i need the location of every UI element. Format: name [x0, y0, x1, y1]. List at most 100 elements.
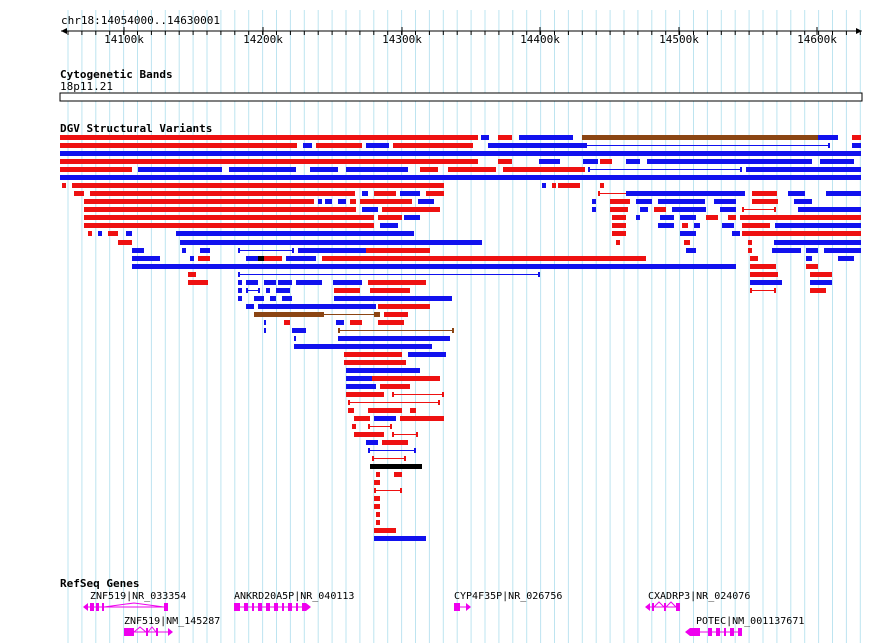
sv-linked-loss-end[interactable]	[740, 167, 742, 172]
sv-loss[interactable]	[310, 167, 338, 172]
sv-linked-gain-start[interactable]	[372, 456, 374, 461]
sv-gain[interactable]	[90, 191, 355, 196]
sv-gain[interactable]	[60, 143, 297, 148]
sv-gain[interactable]	[600, 183, 604, 188]
gene-cxadrp3-exon[interactable]	[664, 603, 666, 611]
sv-gain[interactable]	[118, 240, 132, 245]
sv-loss[interactable]	[810, 280, 832, 285]
sv-gain[interactable]	[852, 135, 861, 140]
sv-gain[interactable]	[752, 191, 777, 196]
sv-gain[interactable]	[448, 167, 496, 172]
sv-gain[interactable]	[84, 199, 314, 204]
gene-znf519-nm145287-exon[interactable]	[146, 628, 148, 636]
sv-loss[interactable]	[346, 167, 408, 172]
sv-complex[interactable]	[258, 256, 264, 261]
sv-gain[interactable]	[426, 191, 444, 196]
sv-loss[interactable]	[325, 199, 332, 204]
sv-gain[interactable]	[348, 408, 354, 413]
sv-loss[interactable]	[374, 416, 396, 421]
sv-gain[interactable]	[420, 167, 438, 172]
sv-linked-gain-end[interactable]	[404, 456, 406, 461]
sv-loss[interactable]	[806, 248, 818, 253]
sv-linked-loss-end[interactable]	[538, 272, 540, 277]
sv-gain[interactable]	[400, 416, 444, 421]
sv-loss[interactable]	[286, 256, 316, 261]
sv-loss[interactable]	[333, 280, 362, 285]
sv-loss[interactable]	[694, 223, 700, 228]
sv-loss[interactable]	[380, 223, 398, 228]
sv-linked-loss-end[interactable]	[414, 448, 416, 453]
sv-inversion[interactable]	[254, 312, 322, 317]
sv-linked-loss-end[interactable]	[292, 248, 294, 253]
sv-gain[interactable]	[380, 384, 410, 389]
gene-znf519-nr033354-exon[interactable]	[164, 603, 168, 611]
sv-loss[interactable]	[374, 536, 426, 541]
sv-gain[interactable]	[62, 183, 66, 188]
sv-gain[interactable]	[728, 215, 736, 220]
sv-gain[interactable]	[352, 424, 356, 429]
sv-gain[interactable]	[410, 408, 416, 413]
sv-gain[interactable]	[748, 248, 752, 253]
gene-ankrd20a5p-exon[interactable]	[288, 603, 292, 611]
sv-loss[interactable]	[264, 280, 276, 285]
sv-loss[interactable]	[200, 248, 210, 253]
sv-gain[interactable]	[503, 167, 585, 172]
sv-loss[interactable]	[318, 199, 322, 204]
sv-gain[interactable]	[84, 223, 374, 228]
sv-loss[interactable]	[680, 215, 696, 220]
sv-loss[interactable]	[296, 280, 322, 285]
sv-loss[interactable]	[746, 167, 861, 172]
sv-linked-gain-start[interactable]	[392, 392, 394, 397]
sv-loss[interactable]	[264, 320, 266, 325]
sv-gain[interactable]	[374, 496, 380, 501]
sv-gain[interactable]	[552, 183, 556, 188]
sv-complex[interactable]	[370, 464, 422, 469]
sv-gain[interactable]	[752, 199, 778, 204]
sv-gain[interactable]	[350, 320, 362, 325]
sv-linked-inversion-end[interactable]	[374, 312, 376, 317]
sv-loss[interactable]	[366, 143, 389, 148]
gene-ankrd20a5p-exon[interactable]	[274, 603, 278, 611]
sv-loss[interactable]	[238, 296, 242, 301]
sv-gain[interactable]	[384, 312, 408, 317]
sv-gain[interactable]	[84, 207, 356, 212]
sv-loss[interactable]	[542, 183, 546, 188]
sv-gain[interactable]	[374, 504, 380, 509]
sv-gain[interactable]	[610, 207, 628, 212]
sv-loss[interactable]	[303, 143, 312, 148]
sv-loss[interactable]	[672, 207, 706, 212]
sv-gain[interactable]	[810, 272, 832, 277]
gene-cxadrp3-exon[interactable]	[652, 603, 654, 611]
sv-loss[interactable]	[254, 296, 264, 301]
sv-linked-gain-start[interactable]	[742, 207, 744, 212]
sv-loss[interactable]	[346, 376, 372, 381]
gene-znf519-nm145287-exon[interactable]	[156, 628, 158, 636]
sv-loss[interactable]	[750, 280, 782, 285]
sv-loss[interactable]	[636, 199, 652, 204]
sv-loss[interactable]	[798, 207, 861, 212]
sv-gain[interactable]	[374, 480, 380, 485]
sv-loss[interactable]	[722, 223, 734, 228]
gene-potec-exon[interactable]	[708, 628, 712, 636]
sv-loss[interactable]	[481, 135, 489, 140]
sv-gain[interactable]	[346, 392, 384, 397]
sv-loss[interactable]	[258, 304, 376, 309]
sv-gain[interactable]	[378, 304, 430, 309]
sv-gain[interactable]	[108, 231, 118, 236]
sv-loss[interactable]	[338, 336, 450, 341]
gene-ankrd20a5p-exon[interactable]	[282, 603, 284, 611]
sv-gain[interactable]	[612, 231, 626, 236]
sv-loss[interactable]	[660, 215, 674, 220]
sv-gain[interactable]	[612, 215, 626, 220]
sv-loss[interactable]	[806, 256, 812, 261]
sv-inversion[interactable]	[582, 135, 818, 140]
sv-loss[interactable]	[519, 135, 573, 140]
sv-loss[interactable]	[583, 159, 598, 164]
sv-loss[interactable]	[282, 296, 292, 301]
sv-linked-loss-start[interactable]	[588, 167, 590, 172]
sv-linked-gain-start[interactable]	[392, 432, 394, 437]
sv-loss[interactable]	[592, 207, 596, 212]
sv-loss[interactable]	[190, 256, 194, 261]
gene-potec-exon[interactable]	[716, 628, 720, 636]
sv-gain[interactable]	[610, 199, 630, 204]
